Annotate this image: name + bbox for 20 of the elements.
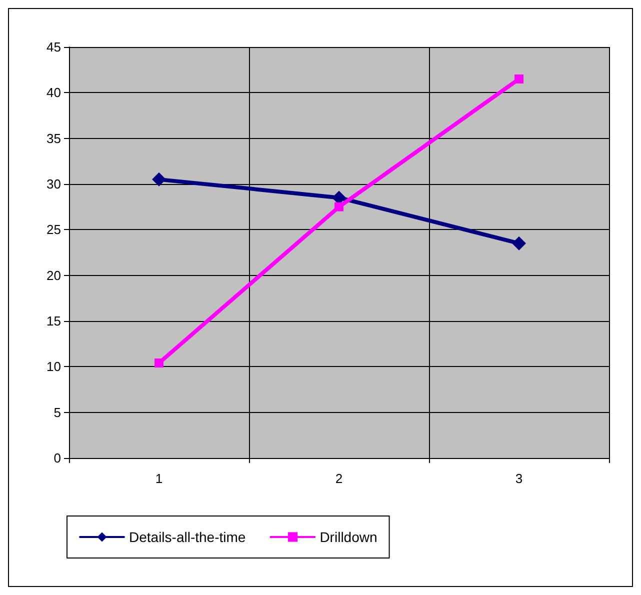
y-tick-label: 35 [46,130,61,146]
y-tick-label: 10 [46,359,61,374]
y-tick-label: 15 [46,314,61,328]
point [334,202,344,212]
y-tick-label: 25 [46,222,61,238]
legend-label: Drilldown [320,529,378,545]
y-tick-label: 30 [46,176,61,192]
x-tick-label: 1 [155,471,163,486]
x-tick-label: 2 [335,471,343,486]
x-tick-label: 3 [515,471,523,486]
legend-label: Details-all-the-time [129,529,246,545]
point [154,358,164,368]
point [514,74,524,84]
y-tick-label: 0 [54,450,61,466]
y-tick-label: 45 [46,40,61,54]
point [512,236,526,250]
y-tick-label: 20 [46,268,61,283]
point [152,172,166,186]
y-tick-label: 40 [46,85,61,100]
y-tick-label: 5 [54,404,61,420]
